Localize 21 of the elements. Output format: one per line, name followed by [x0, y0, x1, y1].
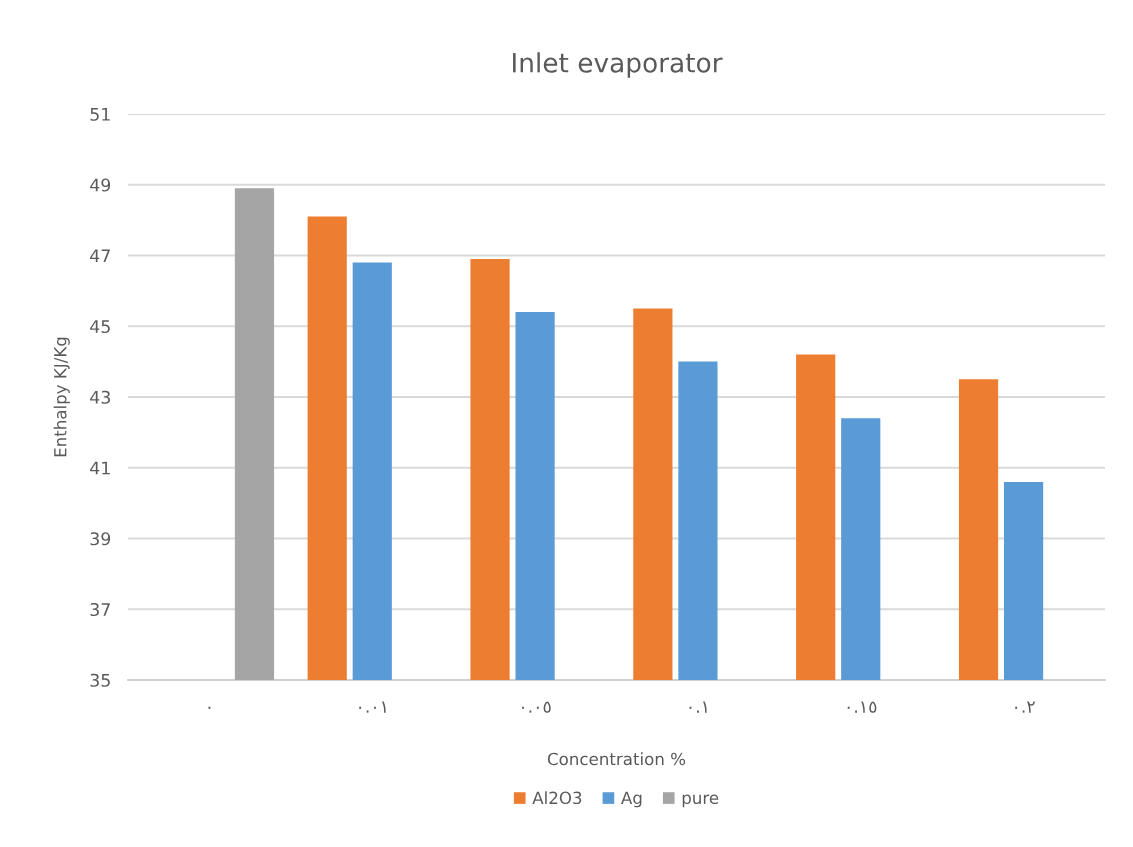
- y-tick-label: 39: [90, 532, 111, 546]
- x-axis-title: Concentration %: [547, 752, 686, 766]
- x-tick-label: ٠.٢: [1015, 701, 1035, 713]
- chart-title: Inlet evaporator: [513, 52, 723, 78]
- legend-label: Al2O3: [532, 791, 582, 805]
- x-tick-label: ٠.٠٥: [522, 701, 551, 713]
- legend-label: pure: [682, 794, 719, 808]
- y-tick-label: 41: [90, 461, 110, 475]
- legend-label: Ag: [621, 791, 642, 808]
- x-tick-label: ٠.١٥: [847, 701, 877, 713]
- y-axis-title: Enthalpy KJ/Kg: [53, 337, 70, 457]
- y-tick-label: 37: [90, 602, 110, 617]
- y-tick-label: 47: [90, 249, 110, 263]
- x-tick-label: ٠.١: [689, 701, 707, 713]
- x-tick-label: ٠: [208, 706, 211, 709]
- x-tick-label: ٠.٠١: [359, 701, 386, 713]
- y-tick-label: 51: [90, 107, 110, 121]
- y-tick-label: 49: [90, 178, 111, 192]
- y-tick-label: 35: [90, 673, 110, 687]
- y-tick-label: 45: [90, 320, 110, 334]
- y-tick-label: 43: [90, 390, 110, 404]
